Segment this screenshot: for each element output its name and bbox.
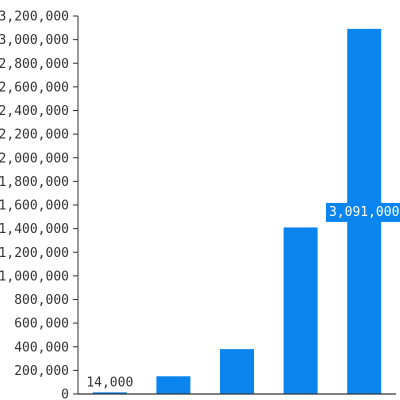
y-tick-label: 1,800,000 xyxy=(0,175,69,190)
y-tick-label: 0 xyxy=(61,388,69,400)
y-tick-label: 1,400,000 xyxy=(0,222,69,237)
y-tick-label: 1,600,000 xyxy=(0,199,69,214)
y-tick-label: 400,000 xyxy=(14,340,69,355)
y-tick-label: 2,600,000 xyxy=(0,80,69,95)
y-tick-label: 3,000,000 xyxy=(0,33,69,48)
bar xyxy=(283,227,318,394)
bar xyxy=(156,376,191,394)
y-tick-label: 200,000 xyxy=(14,364,69,379)
y-tick-label: 1,000,000 xyxy=(0,269,69,284)
bar-value-label: 14,000 xyxy=(86,375,133,390)
bar-value-label-box xyxy=(325,202,400,222)
y-tick-label: 3,200,000 xyxy=(0,10,69,25)
y-axis: 0 200,000 400,000 600,000 800,000 1,000,000 1,… xyxy=(0,10,79,400)
bar xyxy=(220,349,254,394)
y-tick-label: 2,000,000 xyxy=(0,151,69,166)
y-tick-label: 2,200,000 xyxy=(0,128,69,143)
data-labels: 14,000 3,091,000 xyxy=(86,202,400,390)
y-tick-label: 1,200,000 xyxy=(0,246,69,261)
bar-value-label: 3,091,000 xyxy=(329,205,399,220)
y-tick-label: 600,000 xyxy=(14,317,69,332)
y-tick-label: 2,400,000 xyxy=(0,104,69,119)
y-tick-label: 2,800,000 xyxy=(0,57,69,72)
bar xyxy=(92,392,127,394)
y-tick-label: 800,000 xyxy=(14,293,69,308)
